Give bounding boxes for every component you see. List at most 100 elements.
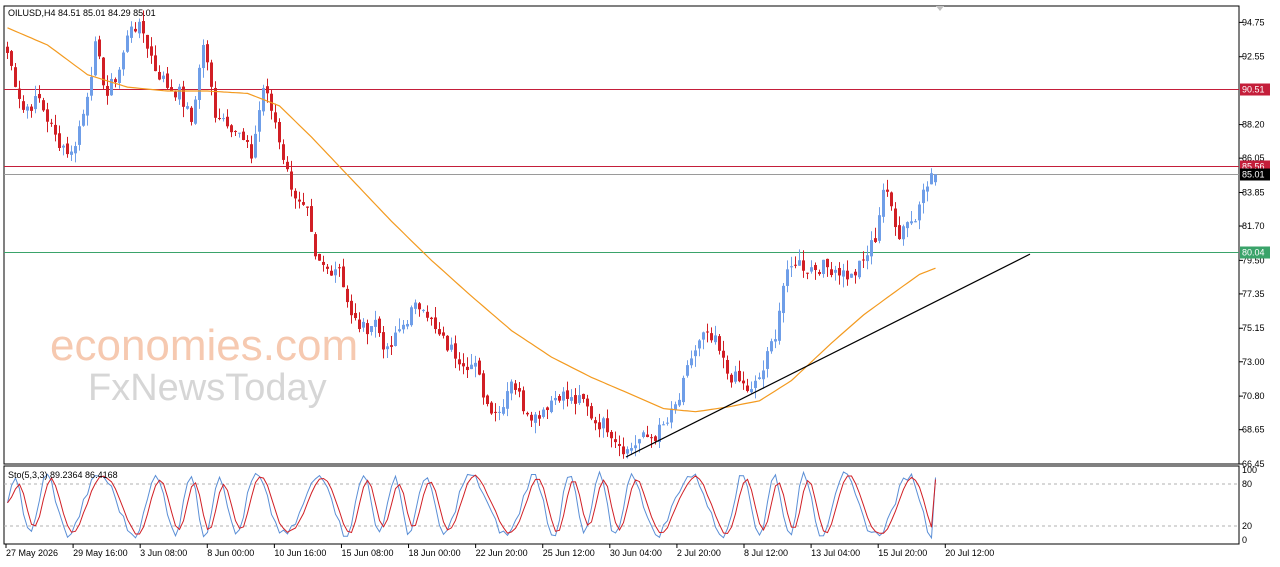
candle-body [170,87,173,91]
candle-body [278,121,281,143]
candle-body [322,261,325,265]
candle-body [286,161,289,170]
candle-body [578,395,581,404]
candle-body [210,62,213,87]
candle-body [398,329,401,332]
x-axis: 27 May 2026 29 May 16:00 3 Jun 08:00 8 Jun … [5,544,994,558]
candle-body [666,422,669,424]
candle-body [290,171,293,190]
candle-body [470,364,473,370]
stochastic-pane [3,465,1240,545]
candle-body [914,221,917,223]
candle-body [714,335,717,343]
candle-body [926,186,929,192]
x-tick-label: 3 Jun 08:00 [140,548,187,558]
candle-body [670,408,673,423]
y-tick-label: 94.75 [1242,17,1265,27]
candle-body [74,146,77,154]
candle-body [626,449,629,454]
candle-body [798,260,801,266]
y-tick-label: 77.35 [1242,289,1265,299]
candle-body [434,317,437,330]
candle-body [186,106,189,109]
candle-body [846,270,849,280]
candle-body [14,67,17,87]
y-tick-label: 66.45 [1242,459,1265,469]
x-tick-label: 8 Jun 00:00 [207,548,254,558]
candle-body [346,288,349,303]
candle-body [898,225,901,240]
candle-body [934,174,937,183]
chart-shift-marker-icon[interactable] [936,6,944,11]
candle-body [274,112,277,123]
candle-body [90,77,93,96]
candle-body [534,414,537,423]
candle-body [354,313,357,319]
candle-body [462,363,465,367]
candle-body [606,418,609,433]
candle-body [738,370,741,382]
candle-body [414,302,417,309]
candle-body [750,389,753,393]
level-tag-bg-90.51 [1240,83,1270,96]
candle-body [530,414,533,421]
candle-body [378,318,381,334]
candle-body [106,85,109,96]
moving-average-line [7,27,936,413]
candle-body [62,145,65,148]
candle-body [450,344,453,350]
candle-body [594,420,597,424]
candle-body [510,381,513,394]
candle-body [922,189,925,204]
candle-body [590,406,593,419]
symbol-info: OILUSD,H4 84.51 85.01 84.29 85.01 [8,8,156,18]
candle-body [662,424,665,426]
x-tick-label: 18 Jun 00:00 [409,548,461,558]
candle-body [50,122,53,124]
candle-body [894,208,897,228]
candle-body [514,383,517,390]
candle-body [694,350,697,357]
candle-body [770,341,773,352]
candle-body [422,309,425,311]
candle-body [410,307,413,326]
candle-body [762,370,765,380]
candle-body [790,266,793,268]
candle-body [250,144,253,159]
candle-body [326,266,329,269]
level-tag-bg-80.04 [1240,246,1270,259]
candle-body [850,273,853,278]
candle-body [254,133,257,158]
candle-body [22,101,25,110]
candle-body [614,439,617,443]
y-tick-label: 73.00 [1242,357,1265,367]
candle-body [238,132,241,134]
candle-body [194,99,197,124]
candle-body [598,422,601,430]
candle-body [882,189,885,217]
candle-body [302,202,305,205]
candle-body [150,46,153,56]
x-tick-label: 13 Jul 04:00 [811,548,860,558]
candle-body [506,391,509,409]
candle-body [570,397,573,401]
candle-body [82,113,85,126]
stoch-main-line [7,470,936,540]
candle-body [330,270,333,276]
candle-body [786,269,789,286]
candle-body [438,329,441,335]
candle-body [754,380,757,388]
candle-body [678,399,681,406]
candle-body [98,39,101,57]
candle-body [870,240,873,257]
candle-body [586,398,589,407]
y-tick-label: 79.50 [1242,255,1265,265]
x-tick-label: 10 Jun 16:00 [274,548,326,558]
candle-body [886,189,889,192]
candle-body [730,374,733,383]
y-tick-label: 68.65 [1242,425,1265,435]
candle-body [446,335,449,351]
y-tick-label: 75.15 [1242,323,1265,333]
candle-body [338,267,341,269]
